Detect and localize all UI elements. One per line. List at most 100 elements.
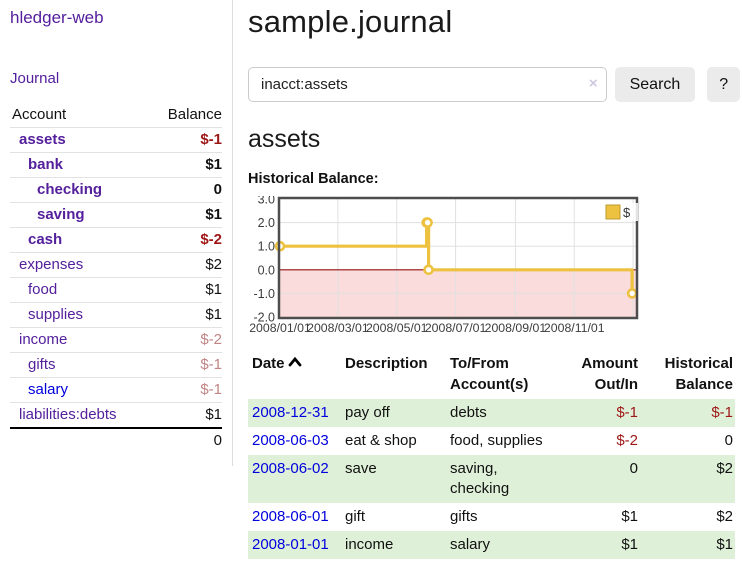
account-row: checking 0 <box>10 177 222 202</box>
transaction-date-link[interactable]: 2008-06-02 <box>252 460 329 477</box>
account-row: bank $1 <box>10 152 222 177</box>
transaction-balance: $1 <box>716 536 733 553</box>
main-content: sample.journal × Search ? assets Histori… <box>248 0 740 559</box>
sort-ascending-icon <box>288 356 301 367</box>
accounts-table-header: Account Balance <box>10 103 222 127</box>
transaction-description: income <box>345 536 394 553</box>
search-input[interactable] <box>248 67 607 102</box>
help-button[interactable]: ? <box>707 67 740 102</box>
page-title: sample.journal <box>248 4 453 39</box>
transaction-row: 2008-06-01 gift gifts $1 $2 <box>248 503 735 531</box>
account-row: expenses $2 <box>10 252 222 277</box>
account-balance: $-1 <box>200 381 222 398</box>
column-header-date[interactable]: Date <box>248 349 345 399</box>
account-heading: assets <box>248 125 321 153</box>
column-header-amount-out-in[interactable]: Amount Out/In <box>581 355 638 393</box>
column-header-description[interactable]: Description <box>345 355 428 372</box>
transaction-description: save <box>345 460 377 477</box>
account-link-bank[interactable]: bank <box>28 156 64 173</box>
sidebar: hledger-web Journal Account Balance asse… <box>0 0 233 466</box>
transaction-accounts: saving, checking <box>450 460 510 497</box>
transaction-accounts: salary <box>450 536 491 553</box>
transaction-date-link[interactable]: 2008-12-31 <box>252 404 329 421</box>
account-link-salary[interactable]: salary <box>28 381 69 398</box>
y-axis-tick-label: -2.0 <box>253 311 275 325</box>
accounts-header-balance: Balance <box>167 106 222 123</box>
y-axis-tick-label: -1.0 <box>253 287 275 301</box>
accounts-total-row: 0 <box>10 427 222 452</box>
transaction-description: pay off <box>345 404 390 421</box>
chart-title: Historical Balance: <box>248 171 379 187</box>
transaction-description: eat & shop <box>345 432 417 449</box>
search-bar: × Search ? <box>248 67 740 102</box>
transaction-amount: $-2 <box>616 432 638 449</box>
account-link-saving[interactable]: saving <box>37 206 85 223</box>
column-header-to-from-account-s-[interactable]: To/From Account(s) <box>450 355 529 393</box>
sidebar-item-journal[interactable]: Journal <box>10 70 60 87</box>
accounts-total-value: 0 <box>213 432 222 449</box>
x-axis-tick-label: 2008/05/01 <box>366 321 428 335</box>
x-axis-tick-label: 2008/11/01 <box>544 321 605 335</box>
account-balance: 0 <box>213 181 222 198</box>
transaction-balance: $2 <box>716 508 733 525</box>
account-balance: $1 <box>205 156 222 173</box>
account-row: cash $-2 <box>10 227 222 252</box>
transaction-accounts: gifts <box>450 508 478 525</box>
column-header-historical-balance[interactable]: Historical Balance <box>664 355 733 393</box>
account-balance: $2 <box>205 256 222 273</box>
brand-link[interactable]: hledger-web <box>10 8 104 27</box>
account-balance: $1 <box>205 281 222 298</box>
x-axis-tick-label: 2008/09/01 <box>485 321 547 335</box>
account-link-assets[interactable]: assets <box>19 131 66 148</box>
account-link-liabilities-debts[interactable]: liabilities:debts <box>19 406 117 423</box>
data-point-marker <box>423 264 434 276</box>
account-row: income $-2 <box>10 327 222 352</box>
account-link-expenses[interactable]: expenses <box>19 256 84 273</box>
account-balance: $1 <box>205 306 222 323</box>
search-box: × <box>248 67 607 102</box>
account-link-cash[interactable]: cash <box>28 231 63 248</box>
historical-balance-chart[interactable]: $3.0 2.0 1.0 0.0 -1.0 -2.0 2008/01/01 2008/03/0… <box>248 193 740 338</box>
account-link-food[interactable]: food <box>28 281 58 298</box>
plot-border <box>277 196 639 320</box>
account-balance: $-1 <box>200 131 222 148</box>
accounts-header-account: Account <box>12 106 67 123</box>
search-button[interactable]: Search <box>614 67 696 102</box>
account-balance: $-2 <box>200 231 222 248</box>
transaction-row: 2008-01-01 income salary $1 $1 <box>248 531 735 559</box>
transaction-row: 2008-12-31 pay off debts $-1 $-1 <box>248 399 735 427</box>
data-point-marker <box>626 288 638 299</box>
transaction-row: 2008-06-02 save saving, checking 0 $2 <box>248 455 735 503</box>
transaction-description: gift <box>345 508 366 525</box>
transaction-date-link[interactable]: 2008-01-01 <box>252 536 329 553</box>
account-balance: $-2 <box>200 331 222 348</box>
account-row: food $1 <box>10 277 222 302</box>
x-axis-tick-label: 2008/01/01 <box>249 321 311 335</box>
account-row: liabilities:debts $1 <box>10 402 222 427</box>
accounts-rows: assets $-1 bank $1 checking 0 saving $1 cash $-2 e… <box>10 127 222 427</box>
legend-label: $ <box>623 205 631 220</box>
account-link-income[interactable]: income <box>19 331 68 348</box>
transaction-accounts: debts <box>450 404 487 421</box>
transaction-date-link[interactable]: 2008-06-03 <box>252 432 329 449</box>
account-link-checking[interactable]: checking <box>37 181 103 198</box>
x-axis-tick-label: 2008/03/01 <box>307 321 369 335</box>
transaction-amount: $1 <box>621 508 638 525</box>
account-link-gifts[interactable]: gifts <box>28 356 56 373</box>
transaction-row: 2008-06-03 eat & shop food, supplies $-2 0 <box>248 427 735 455</box>
account-balance: $-1 <box>200 356 222 373</box>
transaction-amount: $-1 <box>616 404 638 421</box>
accounts-table: Account Balance assets $-1 bank $1 checking 0… <box>10 103 222 452</box>
account-balance: $1 <box>205 206 222 223</box>
account-row: salary $-1 <box>10 377 222 402</box>
account-link-supplies[interactable]: supplies <box>28 306 84 323</box>
register-table-head: Date Description To/From Account(s) Amount … <box>248 349 735 399</box>
transaction-amount: $1 <box>621 536 638 553</box>
clear-search-icon[interactable]: × <box>588 75 598 92</box>
account-row: assets $-1 <box>10 127 222 152</box>
transaction-amount: 0 <box>629 460 638 477</box>
data-point-marker <box>422 217 433 228</box>
y-axis-tick-label: 1.0 <box>258 240 275 254</box>
transaction-date-link[interactable]: 2008-06-01 <box>252 508 329 525</box>
